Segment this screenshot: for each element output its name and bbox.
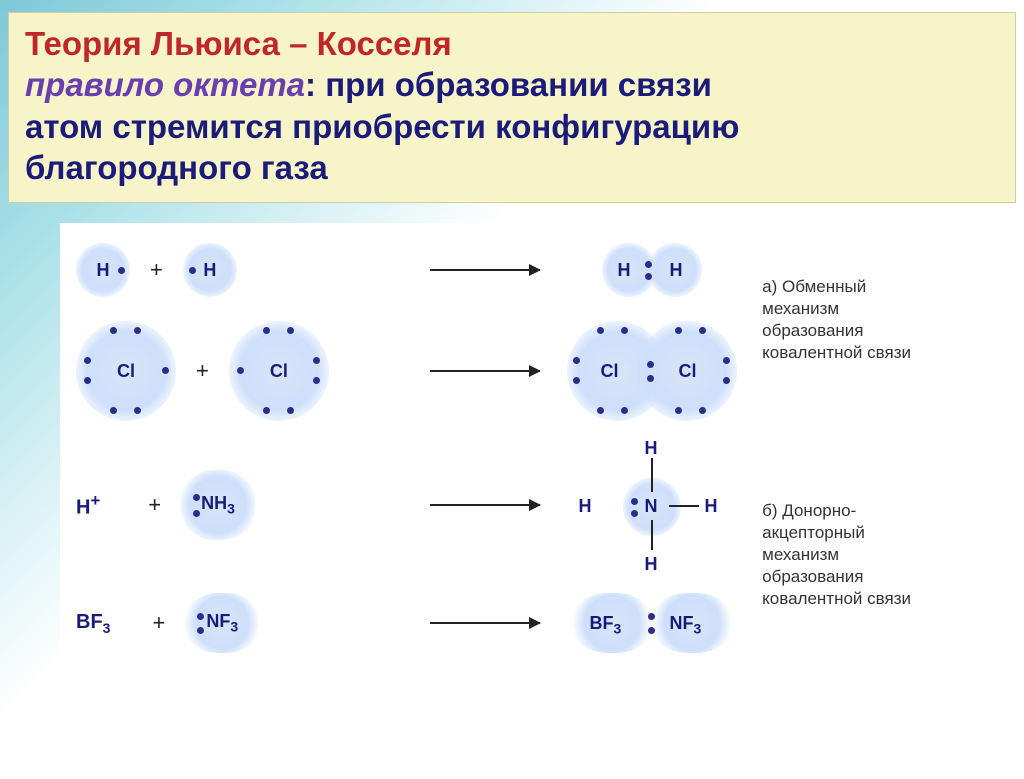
arrow-zone — [422, 269, 549, 271]
reactants-cl2: Cl + Cl — [70, 321, 422, 421]
product-cl2: Cl Cl — [549, 321, 754, 421]
reaction-arrow — [430, 622, 540, 624]
h2-molecule: H H — [602, 243, 702, 297]
plus-sign: + — [196, 358, 209, 384]
reaction-arrow — [430, 370, 540, 372]
octet-phrase: правило октета — [25, 66, 305, 103]
reaction-row-h2: H + H H H а) Обменный механизм образован… — [70, 233, 940, 307]
header-box: Теория Льюиса – Косселя правило октета: … — [8, 12, 1016, 203]
title-main: Теория Льюиса – Косселя — [25, 23, 999, 64]
plus-sign: + — [150, 257, 163, 283]
bf3-label: BF3 — [76, 611, 110, 636]
reaction-arrow — [430, 269, 540, 271]
arrow-zone — [422, 504, 549, 506]
reactants-bf3nf3: BF3 + NF3 — [70, 593, 422, 653]
title-sub: правило октета: при образовании связи — [25, 64, 999, 105]
reaction-arrow — [430, 504, 540, 506]
title-rest3: благородного газа — [25, 147, 999, 188]
title-rest2: атом стремится приобрести конфигурацию — [25, 106, 999, 147]
mechanism-label-a: а) Обменный механизм образования ковален… — [754, 276, 940, 364]
reactants-nh4: H+ + NH3 — [70, 470, 422, 540]
atom-nf3: NF3 — [185, 593, 259, 653]
arrow-zone — [422, 622, 549, 624]
cl2-molecule: Cl Cl — [567, 321, 737, 421]
reactants-h2: H + H — [70, 243, 422, 297]
bf3nf3-molecule: BF3 NF3 — [572, 593, 732, 653]
nh4-structure: N H H H H — [577, 440, 727, 570]
atom-h-right: H — [183, 243, 237, 297]
atom-cl-right: Cl — [229, 321, 329, 421]
product-h2: H H — [549, 243, 754, 297]
plus-sign: + — [148, 492, 161, 518]
h-plus: H+ — [76, 491, 100, 520]
product-nh4: N H H H H — [549, 440, 754, 570]
reaction-row-nh4: H+ + NH3 N H H H H — [70, 435, 940, 575]
product-bf3nf3: BF3 NF3 — [549, 593, 754, 653]
title-rest1: : при образовании связи — [305, 66, 712, 103]
arrow-zone — [422, 370, 549, 372]
plus-sign: + — [152, 610, 165, 636]
atom-h-left: H — [76, 243, 130, 297]
atom-cl-left: Cl — [76, 321, 176, 421]
atom-nh3: NH3 — [181, 470, 255, 540]
mechanism-label-b: б) Донорно-акцепторный механизм образова… — [754, 500, 940, 610]
diagram-area: H + H H H а) Обменный механизм образован… — [60, 223, 950, 673]
